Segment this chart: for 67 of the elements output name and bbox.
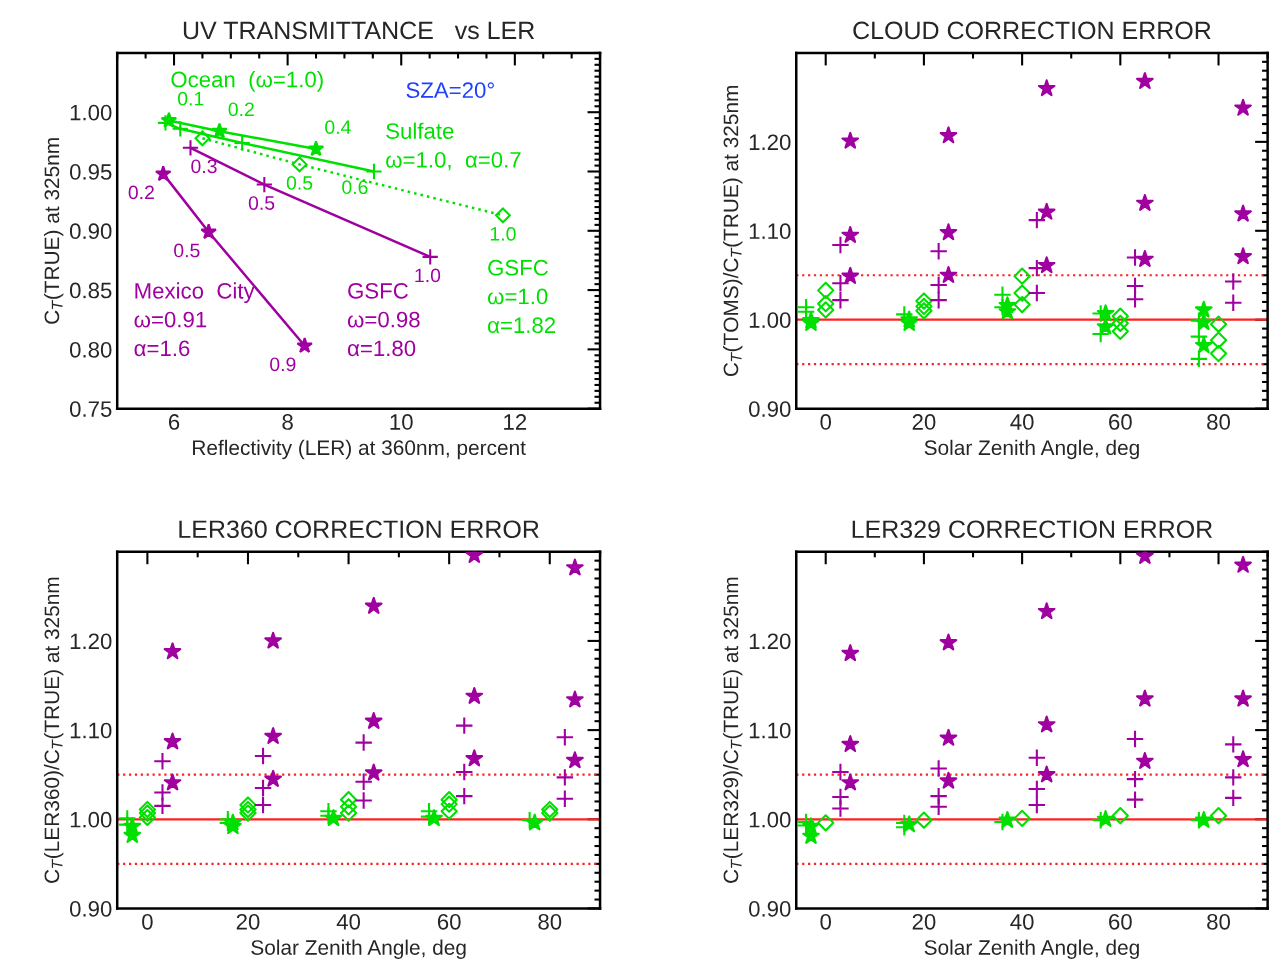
y-tick-label: 1.00 bbox=[70, 104, 112, 121]
x-tick-label: 20 bbox=[912, 913, 936, 930]
y-tick-label: 1.10 bbox=[70, 722, 112, 739]
chart-title: LER329 CORRECTION ERROR bbox=[852, 520, 1213, 539]
x-tick-label: 10 bbox=[390, 414, 413, 430]
y-tick-label: 1.20 bbox=[749, 633, 791, 650]
series-label: Sulfate ω=1.0, α=0.7 bbox=[386, 122, 521, 171]
x-axis-title: Solar Zenith Angle, deg bbox=[924, 439, 1139, 460]
x-tick-label: 80 bbox=[538, 913, 562, 930]
y-tick-label: 1.00 bbox=[749, 811, 791, 828]
y-tick-label: 0.90 bbox=[69, 223, 112, 240]
y-tick-label: 0.95 bbox=[69, 164, 112, 180]
series-label: Mexico City ω=0.91 α=1.6 bbox=[134, 282, 255, 357]
y-tick-label: 1.00 bbox=[70, 811, 112, 828]
x-tick-label: 20 bbox=[236, 913, 260, 930]
y-tick-label: 1.00 bbox=[749, 312, 791, 328]
y-axis-title: C$_{T}$(TRUE) at 325nm bbox=[43, 138, 64, 324]
chart-title: LER360 CORRECTION ERROR bbox=[179, 520, 539, 539]
y-tick-label: 0.90 bbox=[69, 900, 112, 917]
x-tick-label: 0 bbox=[820, 913, 832, 930]
y-tick-label: 1.20 bbox=[749, 134, 791, 151]
x-axis-title: Reflectivity (LER) at 360nm, percent bbox=[193, 439, 526, 460]
series-label: GSFC ω=1.0 α=1.82 bbox=[487, 259, 556, 334]
y-tick-label: 0.75 bbox=[69, 401, 112, 417]
series-label: GSFC ω=0.98 α=1.80 bbox=[347, 282, 420, 357]
x-axis-title: Solar Zenith Angle, deg bbox=[251, 939, 466, 960]
chart-title: CLOUD CORRECTION ERROR bbox=[853, 21, 1211, 40]
x-tick-label: 40 bbox=[336, 913, 361, 930]
x-tick-label: 12 bbox=[504, 414, 527, 430]
annotation: 0.2 bbox=[228, 102, 254, 117]
annotation: 0.6 bbox=[342, 180, 368, 195]
series-label: Ocean (ω=1.0) bbox=[171, 71, 323, 92]
y-axis-title: C$_{T}$(LER329)/C$_{T}$(TRUE) at 325nm bbox=[723, 577, 743, 883]
x-tick-label: 8 bbox=[282, 414, 293, 430]
y-tick-label: 0.80 bbox=[69, 341, 112, 358]
x-tick-label: 80 bbox=[1207, 913, 1231, 930]
x-tick-label: 6 bbox=[168, 414, 180, 430]
annotation: SZA=20° bbox=[406, 82, 494, 99]
annotation: 0.1 bbox=[177, 91, 204, 106]
x-tick-label: 0 bbox=[820, 414, 832, 430]
annotation: 1.0 bbox=[490, 227, 516, 241]
annotation: 0.3 bbox=[191, 159, 217, 174]
y-axis-title: C$_{T}$(LER360)/C$_{T}$(TRUE) at 325nm bbox=[43, 577, 64, 883]
y-tick-label: 0.90 bbox=[749, 401, 791, 417]
y-tick-label: 0.90 bbox=[749, 900, 791, 917]
annotation: 0.5 bbox=[248, 196, 275, 210]
x-tick-label: 80 bbox=[1207, 414, 1231, 430]
x-tick-label: 20 bbox=[912, 414, 936, 430]
annotation: 0.4 bbox=[325, 120, 351, 135]
annotation: 1.0 bbox=[415, 268, 441, 283]
annotation: 0.5 bbox=[286, 176, 313, 190]
annotation: 0.9 bbox=[270, 357, 296, 372]
x-tick-label: 40 bbox=[1010, 414, 1034, 430]
x-axis-title: Solar Zenith Angle, deg bbox=[924, 939, 1139, 960]
x-tick-label: 40 bbox=[1010, 913, 1034, 930]
y-tick-label: 1.10 bbox=[749, 722, 791, 739]
x-tick-label: 60 bbox=[1109, 913, 1132, 930]
x-tick-label: 60 bbox=[437, 913, 461, 930]
annotation: 0.5 bbox=[174, 243, 200, 258]
y-axis-title: C$_{T}$(TOMS)/C$_{T}$(TRUE) at 325nm bbox=[723, 85, 743, 377]
y-tick-label: 0.85 bbox=[69, 282, 112, 299]
x-tick-label: 60 bbox=[1109, 414, 1132, 430]
y-tick-label: 1.10 bbox=[749, 223, 791, 240]
y-tick-label: 1.20 bbox=[70, 633, 112, 650]
x-tick-label: 0 bbox=[142, 913, 153, 930]
chart-title: UV TRANSMITTANCE vs LER bbox=[183, 21, 535, 40]
annotation: 0.2 bbox=[128, 185, 154, 200]
